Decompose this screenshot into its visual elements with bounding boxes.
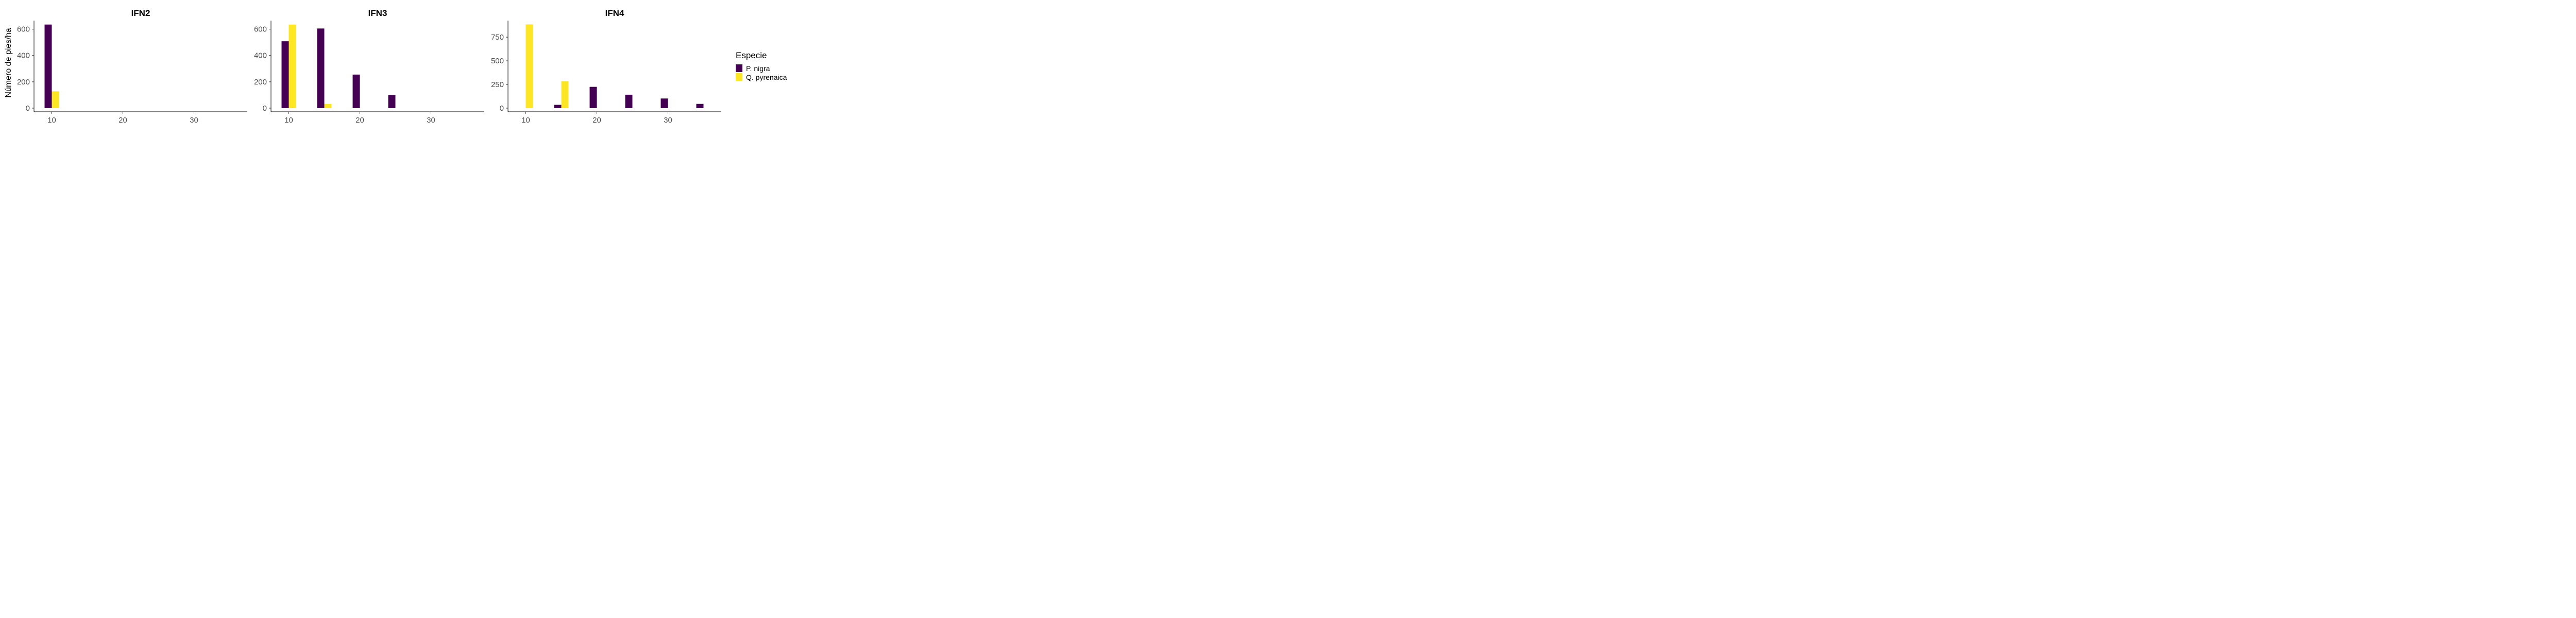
bar-1-p-nigra-10: [44, 24, 52, 108]
x-tick-label-2-30: 30: [427, 116, 435, 125]
x-tick-label-3-20: 20: [592, 116, 601, 125]
y-tick-label-1-600: 600: [17, 25, 30, 34]
bar-3-p-nigra-15: [554, 105, 562, 108]
legend-item-q-pyrenaica: Q. pyrenaica: [736, 73, 787, 81]
bar-3-p-nigra-35: [696, 104, 704, 108]
panel-title-1: IFN2: [131, 8, 150, 18]
y-tick-label-3-500: 500: [491, 57, 504, 65]
x-tick-label-3-30: 30: [664, 116, 672, 125]
legend-swatch-q-pyrenaica: [736, 73, 742, 81]
y-tick-label-1-400: 400: [17, 52, 30, 60]
chart-figure: IFN2 0 200 400 600 10 20 30 IFN3 0 200 400 600 10 20 30…: [0, 0, 804, 128]
x-tick-label-1-20: 20: [118, 116, 127, 125]
y-tick-label-1-200: 200: [17, 78, 30, 87]
legend-swatch-p-nigra: [736, 64, 742, 72]
legend-label-q-pyrenaica: Q. pyrenaica: [746, 73, 787, 81]
bar-2-p-nigra-25: [388, 95, 396, 108]
bar-2-q-pyrenaica-10: [289, 24, 296, 108]
legend-label-p-nigra: P. nigra: [746, 64, 770, 73]
bar-2-p-nigra-15: [317, 28, 325, 108]
y-tick-label-2-600: 600: [254, 25, 267, 34]
y-tick-label-3-750: 750: [491, 33, 504, 42]
bar-3-q-pyrenaica-15: [561, 81, 569, 108]
bar-2-p-nigra-20: [352, 74, 360, 108]
bar-2-p-nigra-10: [281, 41, 289, 108]
legend-item-p-nigra: P. nigra: [736, 64, 787, 73]
legend-title: Especie: [736, 50, 767, 60]
bar-3-p-nigra-20: [589, 87, 597, 108]
y-tick-label-2-0: 0: [263, 104, 267, 113]
bar-3-p-nigra-30: [660, 98, 668, 108]
bar-2-q-pyrenaica-15: [324, 104, 332, 108]
panel-title-3: IFN4: [605, 8, 624, 18]
bar-3-p-nigra-25: [625, 94, 633, 108]
y-tick-label-3-0: 0: [500, 104, 504, 113]
x-tick-label-1-10: 10: [47, 116, 56, 125]
y-tick-label-2-200: 200: [254, 78, 267, 87]
bar-1-q-pyrenaica-10: [52, 91, 59, 108]
x-tick-label-2-20: 20: [355, 116, 364, 125]
bar-3-q-pyrenaica-10: [526, 24, 533, 109]
panel-title-2: IFN3: [368, 8, 387, 18]
y-tick-label-1-0: 0: [26, 104, 30, 113]
y-axis-label: Número de pies/ha: [4, 28, 13, 97]
x-tick-label-1-30: 30: [190, 116, 198, 125]
y-tick-label-3-250: 250: [491, 80, 504, 89]
y-tick-label-2-400: 400: [254, 52, 267, 60]
x-tick-label-2-10: 10: [284, 116, 293, 125]
legend: Especie P. nigra Q. pyrenaica: [736, 50, 787, 81]
x-tick-label-3-10: 10: [521, 116, 530, 125]
